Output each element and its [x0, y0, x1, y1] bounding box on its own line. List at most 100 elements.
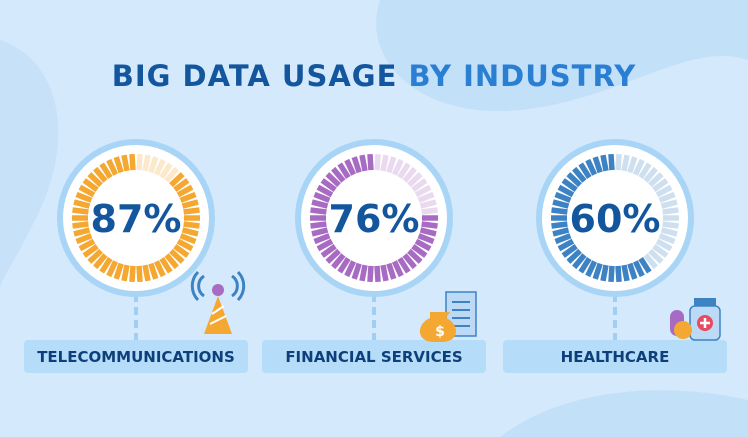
gauge-segment — [164, 166, 179, 183]
gauge-segment — [572, 166, 587, 183]
gauge-segment — [99, 257, 113, 274]
gauge-segment — [554, 191, 572, 203]
gauge-segment — [176, 184, 194, 198]
gauge-segment — [344, 158, 357, 176]
gauge-segment — [397, 162, 411, 179]
gauge-segment — [551, 221, 568, 229]
gauge-segment — [331, 166, 346, 183]
gauge-segment — [615, 153, 622, 171]
gauge: 87% TELECOMMUNICATIONS — [24, 139, 248, 373]
gauge-segment — [78, 238, 96, 252]
gauge-segment — [592, 262, 603, 280]
category-label: FINANCIAL SERVICES — [285, 348, 462, 366]
gauge-segment — [380, 154, 389, 172]
gauge-segment — [351, 156, 362, 174]
gauge-segment — [106, 260, 119, 278]
gauge-segment — [660, 199, 678, 209]
gauge-segment — [561, 243, 578, 258]
gauge-segment — [402, 253, 417, 270]
gauge-segment — [75, 233, 93, 245]
gauge: 76% FINANCIAL SERVICES — [262, 139, 486, 373]
gauge-segment — [99, 162, 113, 179]
gauge-segment — [638, 257, 652, 274]
gauge-segment — [655, 238, 673, 252]
gauge-segment — [397, 257, 411, 274]
gauge-segment — [386, 156, 397, 174]
gauge-segment — [73, 227, 91, 237]
gauge-segment — [310, 207, 327, 215]
gauge-fill — [72, 153, 200, 283]
gauge-segment — [407, 248, 423, 264]
healthcare-icon — [670, 298, 721, 341]
gauge-segment — [402, 166, 417, 183]
gauge-segment — [173, 243, 190, 258]
antenna-icon — [190, 270, 246, 334]
gauge-segment — [72, 221, 89, 229]
gauge-segment — [417, 233, 435, 245]
gauge-segment — [608, 153, 615, 171]
gauge-segment — [148, 156, 159, 174]
gauge-segment — [632, 260, 645, 278]
gauge-segment — [325, 172, 341, 188]
gauge-segment — [72, 207, 89, 215]
gauge-segment — [421, 207, 438, 215]
gauge-segment — [648, 248, 664, 264]
gauge-segment — [113, 262, 124, 280]
gauge-segment — [411, 243, 428, 258]
gauge-segment — [655, 184, 673, 198]
svg-text:$: $ — [435, 324, 445, 340]
gauge-segment — [179, 233, 197, 245]
gauge-segment — [592, 156, 603, 174]
gauge-segment — [380, 264, 389, 282]
gauge-segment — [419, 227, 437, 237]
gauge-segment — [310, 221, 327, 229]
gauge-segment — [344, 260, 357, 278]
gauge-segment — [585, 260, 598, 278]
category-box — [24, 340, 248, 373]
gauge-segment — [153, 260, 166, 278]
gauge-segment — [411, 178, 428, 193]
gauge-segment — [181, 199, 199, 209]
gauge-segment — [386, 262, 397, 280]
gauge-segment — [164, 253, 179, 270]
gauge-segment — [585, 158, 598, 176]
gauge-segment — [658, 233, 676, 245]
gauge-fill — [551, 153, 652, 283]
gauge-segment — [367, 265, 374, 283]
gauge-segment — [374, 153, 381, 171]
gauge-segment — [359, 154, 368, 172]
gauge-segment — [320, 243, 337, 258]
gauge-segment — [169, 172, 185, 188]
gauge-segment — [662, 221, 679, 229]
value-label: 87% — [91, 197, 182, 241]
gauge-segment — [391, 260, 404, 278]
gauge-segment — [643, 166, 658, 183]
gauge-segment — [73, 199, 91, 209]
gauge-segment — [414, 238, 432, 252]
gauge-segment — [554, 233, 572, 245]
gauge-segment — [566, 248, 582, 264]
gauge-segment — [391, 158, 404, 176]
gauge-segment — [417, 191, 435, 203]
gauge-segment — [316, 184, 334, 198]
background-blob — [376, 0, 748, 112]
gauge-segment — [600, 264, 609, 282]
gauge-segment — [627, 262, 638, 280]
gauge-segment — [557, 184, 575, 198]
gauge-segment — [337, 257, 351, 274]
gauge-segment — [179, 191, 197, 203]
gauge-segment — [148, 262, 159, 280]
gauge-segment — [367, 153, 374, 171]
gauge-segment — [106, 158, 119, 176]
finance-icon: $ — [419, 291, 477, 342]
gauge-segment — [652, 178, 669, 193]
gauge-segment — [552, 227, 570, 237]
gauge-segment — [176, 238, 194, 252]
gauges: 87% TELECOMMUNICATIONS 76% FINANCIAL SERVIC… — [24, 139, 727, 373]
gauge-segment — [87, 172, 103, 188]
gauge-segment — [337, 162, 351, 179]
gauge-fill — [310, 153, 438, 283]
gauge-track — [374, 153, 438, 215]
background-blob — [0, 40, 59, 290]
